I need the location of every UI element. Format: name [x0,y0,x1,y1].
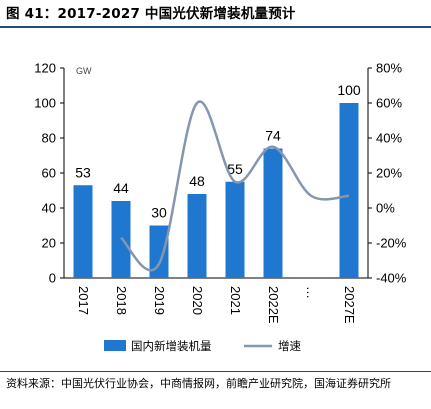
left-tick-label: 20 [42,236,56,251]
x-tick-label: 2019 [152,286,167,315]
legend-bar-label: 国内新增装机量 [131,339,212,353]
right-tick-label: 20% [376,166,402,181]
bar-value-label: 53 [75,164,91,180]
bar-value-label: 74 [265,128,281,144]
bar-2019 [149,225,169,278]
figure-title: 图 41：2017-2027 中国光伏新增装机量预计 [6,6,296,22]
x-tick-label: 2018 [114,286,129,315]
left-tick-label: 100 [34,96,56,111]
right-tick-label: -20% [376,236,407,251]
title-divider [0,26,431,28]
legend-line-label: 增速 [278,339,301,353]
right-tick-label: 0% [376,201,395,216]
bar-2021 [225,181,245,278]
x-tick-label: … [304,286,319,299]
bar-2018 [111,201,131,278]
left-tick-label: 40 [42,201,56,216]
left-tick-label: 80 [42,131,56,146]
bar-value-label: 30 [151,205,167,221]
x-tick-label: 2020 [190,286,205,315]
x-tick-label: 2021 [228,286,243,315]
y-axis-unit-label: GW [76,66,92,76]
x-tick-label: 2022E [266,286,281,324]
growth-rate-line [120,100,350,272]
bar-2027E [339,103,359,278]
x-tick-label: 2017 [76,286,91,315]
left-tick-label: 120 [34,61,56,76]
bar-value-label: 100 [337,82,361,98]
left-tick-label: 60 [42,166,56,181]
bar-value-label: 48 [189,173,205,189]
right-tick-label: -40% [376,271,407,286]
bar-2017 [73,185,93,278]
bar-2020 [187,194,207,278]
bar-2022E [263,148,283,278]
right-tick-label: 40% [376,131,402,146]
growth-bar-line-chart: 0 20 40 60 80 100 120 -40% -20% 0% 20% 40% 60% 80% GW 5… [34,61,407,354]
bar-value-label: 55 [227,161,243,177]
x-tick-label: 2027E [342,286,357,324]
source-divider [0,371,431,372]
bar-value-label: 44 [113,180,129,196]
legend-bar-swatch [104,340,126,351]
source-note: 资料来源：中国光伏行业协会，中商情报网，前瞻产业研究院，国海证券研究所 [6,377,391,390]
left-tick-label: 0 [49,271,56,286]
right-tick-label: 80% [376,61,402,76]
right-tick-label: 60% [376,96,402,111]
